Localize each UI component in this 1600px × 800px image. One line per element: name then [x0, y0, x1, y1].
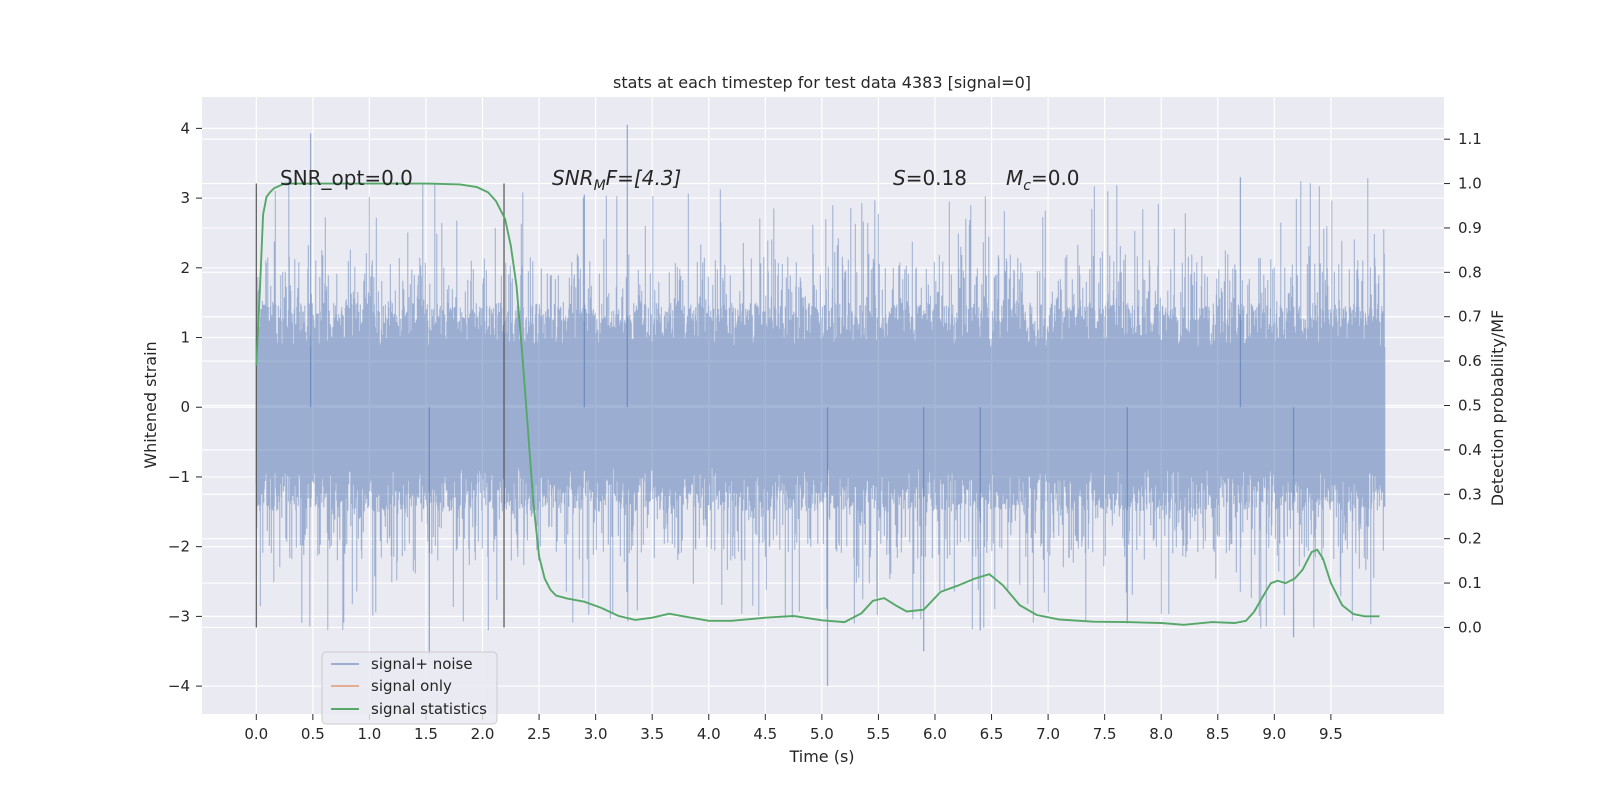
mc-prefix: M [1006, 166, 1023, 190]
x-tick-label: 9.5 [1319, 725, 1343, 743]
x-tick-label: 7.5 [1093, 725, 1117, 743]
signal-noise-series [255, 124, 1386, 687]
x-tick-label: 8.5 [1206, 725, 1230, 743]
signal-statistics-line [255, 182, 1380, 626]
y-tick-label: −4 [168, 677, 190, 695]
annotation-mc: Mc=0.0 [1006, 166, 1080, 194]
x-tick-label: 5.0 [810, 725, 834, 743]
y-axis-left: 4 3 2 1 0 −1 −2 −3 −4 [168, 119, 202, 695]
y2-tick-label: 0.9 [1458, 219, 1482, 237]
y2-tick-label: 0.2 [1458, 530, 1482, 548]
x-tick-label: 1.5 [414, 725, 438, 743]
y2-tick-label: 0.0 [1458, 618, 1482, 636]
x-tick-label: 3.0 [584, 725, 608, 743]
x-tick-label: 7.0 [1036, 725, 1060, 743]
x-axis-label: Time (s) [788, 747, 854, 766]
y2-tick-label: 1.0 [1458, 175, 1482, 193]
x-tick-label: 4.5 [753, 725, 777, 743]
y-tick-label: 0 [180, 398, 190, 416]
y-tick-label: −2 [168, 538, 190, 556]
y-tick-label: −3 [168, 607, 190, 625]
x-tick-label: 1.0 [357, 725, 381, 743]
snr-mf-suffix: F=[4.3] [606, 166, 682, 190]
y-tick-label: 3 [180, 189, 190, 207]
x-tick-label: 3.5 [640, 725, 664, 743]
y2-tick-label: 0.6 [1458, 352, 1482, 370]
legend-label-statistics: signal statistics [371, 700, 487, 718]
y2-tick-label: 0.1 [1458, 574, 1482, 592]
y-tick-label: 4 [180, 119, 190, 137]
y-tick-label: −1 [168, 468, 190, 486]
y-tick-label: 1 [180, 329, 190, 347]
x-tick-label: 8.0 [1149, 725, 1173, 743]
mc-subscript: c [1023, 178, 1031, 194]
x-axis: 0.0 0.5 1.0 1.5 2.0 2.5 3.0 3.5 4.0 4.5 5.0 5.5 6.0 6… [244, 714, 1343, 743]
x-tick-label: 0.5 [301, 725, 325, 743]
y2-tick-label: 0.7 [1458, 308, 1482, 326]
snr-mf-prefix: SNR [552, 166, 594, 190]
y-axis-label: Whitened strain [141, 341, 160, 468]
annotation-snr-opt: SNR_opt=0.0 [280, 166, 413, 190]
y-tick-label: 2 [180, 259, 190, 277]
x-tick-label: 4.0 [697, 725, 721, 743]
y2-axis-label: Detection probability/MF [1488, 310, 1507, 507]
y2-tick-label: 0.4 [1458, 441, 1482, 459]
s-prefix: S [893, 166, 906, 190]
legend: signal+ noise signal only signal statist… [321, 651, 498, 725]
legend-label-signal-only: signal only [371, 677, 452, 695]
x-tick-label: 9.0 [1262, 725, 1286, 743]
x-tick-label: 2.5 [527, 725, 551, 743]
mc-value: =0.0 [1031, 166, 1080, 190]
x-tick-label: 6.5 [980, 725, 1004, 743]
y-axis-right: 1.1 1.0 0.9 0.8 0.7 0.6 0.5 0.4 0.3 0.2 0.1 0.0 [1444, 130, 1482, 636]
y2-tick-label: 0.5 [1458, 397, 1482, 415]
annotation-snr-mf: SNRMF=[4.3] [552, 166, 681, 194]
y2-tick-label: 1.1 [1458, 130, 1482, 148]
legend-label-noise: signal+ noise [371, 655, 473, 673]
x-tick-label: 5.5 [866, 725, 890, 743]
legend-box [321, 651, 498, 725]
x-tick-label: 0.0 [244, 725, 268, 743]
x-tick-label: 6.0 [923, 725, 947, 743]
s-value: =0.18 [906, 166, 967, 190]
annotation-s: S=0.18 [893, 166, 967, 190]
snr-mf-subscript: M [594, 178, 606, 194]
y2-tick-label: 0.3 [1458, 485, 1482, 503]
y2-tick-label: 0.8 [1458, 263, 1482, 281]
x-tick-label: 2.0 [471, 725, 495, 743]
chart-title: stats at each timestep for test data 438… [613, 73, 1031, 92]
event-lines [255, 183, 505, 628]
